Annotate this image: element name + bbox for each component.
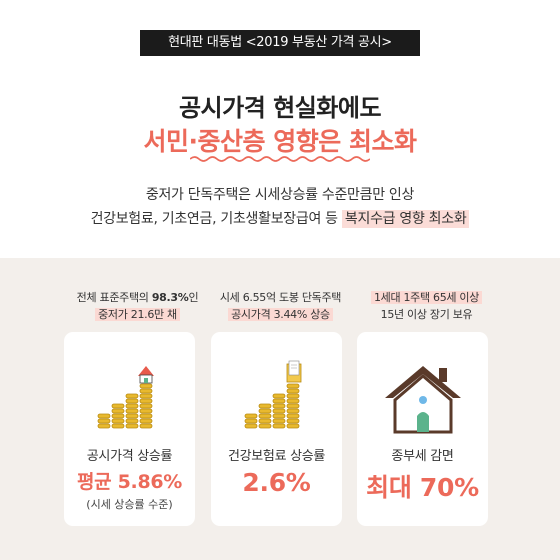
card-1-head-highlight: 중저가 21.6만 채 bbox=[95, 308, 180, 321]
card-1-head-pre: 전체 표준주택의 bbox=[76, 291, 152, 304]
card-3-head-highlight: 1세대 1주택 65세 이상 bbox=[370, 291, 483, 304]
card-2-label: 건강보험료 상승률 bbox=[227, 449, 326, 464]
card-1-header: 전체 표준주택의 98.3%인 중저가 21.6만 채 bbox=[50, 289, 225, 323]
header-section: 현대판 대동법 <2019 부동산 가격 공시> 공시가격 현실화에도 서민·중… bbox=[0, 0, 560, 258]
card-1-head-bold: 98.3% bbox=[151, 291, 189, 304]
card-2: 건강보험료 상승률 2.6% bbox=[211, 332, 342, 526]
coin-stacks-house-icon bbox=[97, 366, 154, 429]
sub-line-1: 중저가 단독주택은 시세상승률 수준만큼만 인상 bbox=[145, 187, 415, 203]
headline-line-2: 서민·중산층 영향은 최소화 bbox=[143, 127, 417, 156]
card-2-header: 시세 6.55억 도봉 단독주택 공시가격 3.44% 상승 bbox=[193, 289, 368, 323]
sub-line-2: 건강보험료, 기초연금, 기초생활보장급여 등 복지수급 영향 최소화 bbox=[0, 208, 560, 228]
card-1-head-post: 인 bbox=[188, 291, 199, 304]
card-3-head-line-2: 15년 이상 장기 보유 bbox=[380, 308, 473, 321]
card-1: 공시가격 상승률 평균 5.86% (시세 상승률 수준) bbox=[64, 332, 195, 526]
wavy-underline bbox=[190, 156, 370, 162]
card-3: 종부세 감면 최대 70% bbox=[357, 332, 488, 526]
card-1-value: 평균 5.86% bbox=[76, 471, 183, 493]
headline-line-1: 공시가격 현실화에도 bbox=[178, 94, 382, 122]
sub-line-2-plain: 건강보험료, 기초연금, 기초생활보장급여 등 bbox=[90, 211, 342, 227]
series-tag: 현대판 대동법 <2019 부동산 가격 공시> bbox=[140, 30, 420, 56]
card-3-label: 종부세 감면 bbox=[391, 449, 454, 464]
card-1-note: (시세 상승률 수준) bbox=[86, 498, 173, 511]
card-3-value: 최대 70% bbox=[366, 473, 479, 502]
card-2-head-line-1: 시세 6.55억 도봉 단독주택 bbox=[219, 291, 342, 304]
coin-stacks-document-icon bbox=[244, 360, 302, 429]
card-3-header: 1세대 1주택 65세 이상 15년 이상 장기 보유 bbox=[339, 289, 514, 323]
card-2-head-highlight: 공시가격 3.44% 상승 bbox=[228, 308, 333, 321]
card-1-label: 공시가격 상승률 bbox=[86, 449, 173, 464]
house-icon bbox=[385, 366, 461, 434]
sub-line-2-highlight: 복지수급 영향 최소화 bbox=[341, 210, 470, 228]
card-2-value: 2.6% bbox=[242, 468, 311, 497]
